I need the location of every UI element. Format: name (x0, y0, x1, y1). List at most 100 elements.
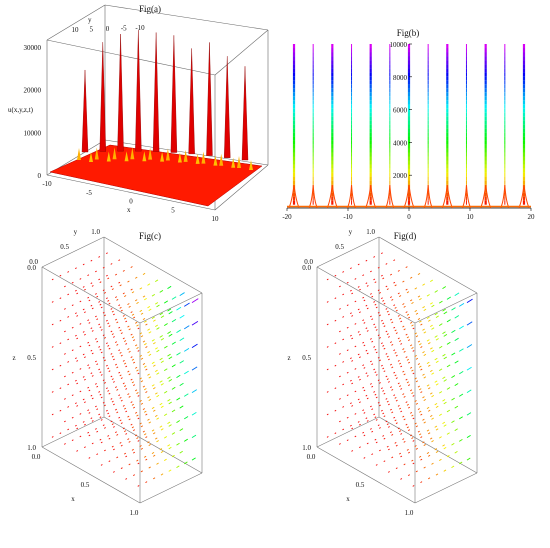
vector-arrow (71, 371, 74, 374)
vector-arrow (145, 323, 148, 326)
vector-arrow (391, 434, 394, 436)
vector-arrow (64, 285, 66, 288)
vector-arrow (135, 434, 138, 437)
vector-arrow (127, 393, 130, 396)
panel-d: Fig(d) 0.0 0.5 1.0 x 0.0 0.5 1.0 y 0.0 0.5 1.0 z (275, 225, 550, 543)
vector-arrow (434, 290, 438, 293)
vector-arrow (423, 353, 427, 357)
vector-arrow (443, 424, 447, 427)
vector-arrow (363, 434, 366, 437)
vector-arrow (426, 429, 430, 432)
vector-arrow (145, 436, 148, 439)
vector-arrow (423, 376, 427, 379)
vector-arrow (140, 312, 144, 315)
surface-spike (206, 42, 213, 156)
box-edge (46, 39, 216, 76)
vector-arrow (446, 432, 450, 435)
vector-arrow (374, 303, 377, 306)
vector-arrow (326, 278, 329, 281)
vector-arrow (160, 405, 164, 409)
vector-arrow (130, 288, 133, 291)
vector-arrow (426, 294, 430, 297)
vector-arrow (145, 368, 148, 371)
vector-arrow (351, 405, 354, 407)
vector-arrow (82, 421, 85, 423)
vector-arrow (466, 389, 472, 394)
vector-arrow (191, 343, 198, 349)
vector-arrow (116, 343, 119, 346)
vector-arrow (131, 448, 134, 451)
vector-arrow (116, 389, 119, 391)
vector-arrow (382, 322, 385, 325)
vector-arrow (365, 372, 368, 375)
vector-arrow (118, 304, 121, 307)
vector-arrow (415, 312, 419, 315)
vector-arrow (119, 284, 122, 287)
vector-arrow (128, 418, 131, 421)
vector-arrow (339, 308, 341, 310)
vector-arrow (363, 367, 366, 369)
vector-arrow (137, 462, 140, 465)
vector-arrow (371, 430, 374, 433)
vector-arrow (334, 274, 337, 277)
vector-arrow (366, 307, 369, 310)
vector-arrow (95, 270, 97, 273)
vector-arrow (406, 313, 410, 316)
vector-arrow (95, 428, 97, 430)
vector-arrow (124, 362, 127, 365)
vector-arrow (51, 413, 54, 416)
vector-arrow (144, 410, 147, 413)
vector-arrow (390, 386, 392, 389)
vector-arrow (136, 414, 139, 417)
vector-arrow (167, 444, 171, 447)
vector-arrow (125, 343, 128, 345)
vector-arrow (411, 459, 414, 462)
vector-arrow (120, 309, 123, 312)
vector-arrow (130, 423, 133, 426)
vector-arrow (430, 414, 433, 418)
vector-arrow (164, 345, 168, 349)
vector-arrow (371, 340, 374, 343)
vector-arrow (397, 427, 400, 430)
vector-arrow (148, 443, 151, 447)
vector-arrow (417, 318, 421, 321)
surface-bump (165, 148, 170, 161)
vector-arrow (375, 419, 378, 421)
vector-arrow (191, 434, 197, 439)
vector-arrow (136, 301, 139, 305)
vector-arrow (151, 429, 155, 432)
vector-arrow (151, 406, 155, 410)
vector-arrow (411, 369, 414, 372)
vector-arrow (87, 386, 90, 389)
vector-arrow (111, 310, 114, 313)
vector-arrow (371, 295, 374, 298)
vector-arrow (88, 412, 91, 414)
vector-arrow (108, 437, 111, 440)
vector-arrow (98, 391, 101, 393)
x-axis-label: x (71, 495, 75, 503)
y-tick-label: 0.0 (29, 258, 38, 266)
vector-arrow (99, 438, 102, 441)
vector-arrow (370, 293, 372, 295)
vector-arrow (104, 382, 106, 384)
vector-arrow (107, 322, 110, 325)
vector-arrow (454, 383, 459, 387)
vector-arrow (375, 374, 378, 376)
vector-arrow (100, 329, 103, 331)
vector-arrow (406, 358, 410, 361)
vector-arrow (91, 375, 94, 377)
vector-arrow (99, 281, 102, 284)
vector-arrow (118, 326, 121, 329)
vector-arrow (373, 278, 376, 281)
vector-arrow (386, 400, 389, 403)
surface-spike (170, 35, 178, 153)
surface-bump (148, 147, 153, 160)
vector-arrow (434, 335, 438, 338)
vector-arrow (383, 302, 386, 305)
z-tick-label: 0.0 (302, 264, 311, 272)
vector-arrow (171, 296, 177, 300)
vector-arrow (373, 256, 376, 258)
vector-arrow (399, 362, 402, 365)
vector-arrow (381, 252, 383, 255)
vector-arrow (71, 394, 74, 397)
